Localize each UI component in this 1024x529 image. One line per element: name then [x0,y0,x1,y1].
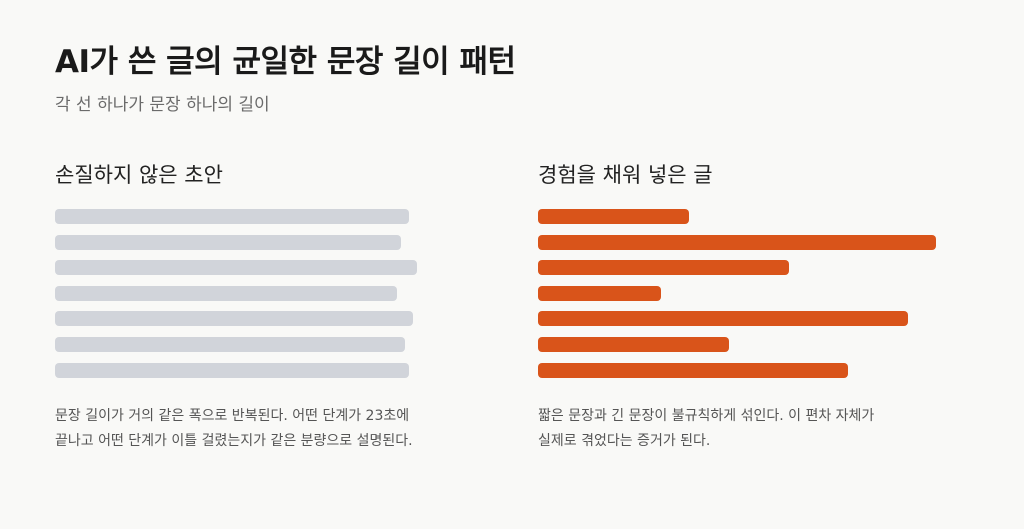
varied-sentence-bar-6 [538,337,729,352]
varied-panel-caption: 짧은 문장과 긴 문장이 불규칙하게 섞인다. 이 편차 자체가 실제로 겪었다… [538,404,874,454]
uniform-sentence-bar-6 [55,337,405,352]
uniform-caption-line-1: 문장 길이가 거의 같은 폭으로 반복된다. 어떤 단계가 23초에 [55,408,410,424]
uniform-sentence-bar-2 [55,235,401,250]
uniform-sentence-bar-5 [55,311,413,326]
uniform-sentence-bars [55,209,495,381]
uniform-sentence-bar-4 [55,286,397,301]
varied-panel-heading: 경험을 채워 넣은 글 [538,163,713,187]
varied-sentence-bar-2 [538,235,936,250]
uniform-sentence-bar-7 [55,363,409,378]
varied-caption-line-1: 짧은 문장과 긴 문장이 불규칙하게 섞인다. 이 편차 자체가 [538,408,875,424]
uniform-panel-heading: 손질하지 않은 초안 [55,163,223,187]
varied-sentence-bar-3 [538,260,789,275]
uniform-sentence-bar-3 [55,260,417,275]
uniform-caption-line-2: 끝나고 어떤 단계가 이틀 걸렸는지가 같은 분량으로 설명된다. [55,433,413,449]
page-title: AI가 쓴 글의 균일한 문장 길이 패턴 [55,44,516,80]
varied-sentence-bar-4 [538,286,661,301]
uniform-panel-caption: 문장 길이가 거의 같은 폭으로 반복된다. 어떤 단계가 23초에 끝나고 어… [55,404,413,454]
uniform-draft-panel: 손질하지 않은 초안 문장 길이가 거의 같은 폭으로 반복된다. 어떤 단계가… [55,160,495,449]
varied-sentence-bar-5 [538,311,908,326]
uniform-sentence-bar-1 [55,209,409,224]
page-subtitle: 각 선 하나가 문장 하나의 길이 [55,95,270,115]
varied-writing-panel: 경험을 채워 넣은 글 짧은 문장과 긴 문장이 불규칙하게 섞인다. 이 편차… [538,160,968,449]
varied-sentence-bars [538,209,968,381]
varied-caption-line-2: 실제로 겪었다는 증거가 된다. [538,433,711,449]
varied-sentence-bar-7 [538,363,848,378]
varied-sentence-bar-1 [538,209,689,224]
